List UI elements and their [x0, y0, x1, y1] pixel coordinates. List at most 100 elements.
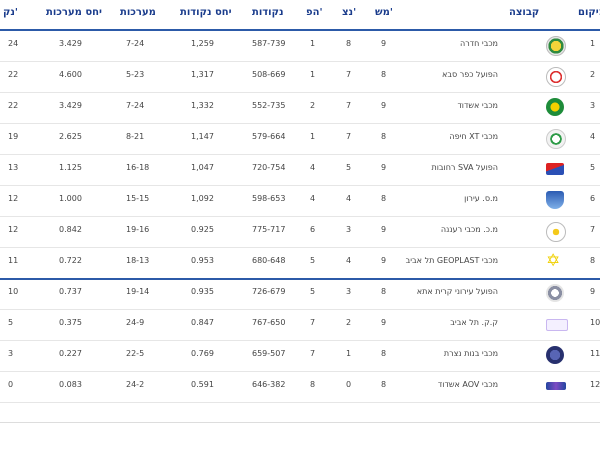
rank-cell: 1 — [590, 39, 596, 48]
rank-cell: 2 — [590, 70, 596, 79]
table-row[interactable]: 24 3.429 7-24 1,259 587-739 1 8 9 מכבי חדרה 1 — [0, 30, 600, 62]
team-logo-icon: ✡ — [546, 251, 561, 271]
table-row[interactable]: 22 4.600 5-23 1,317 508-669 1 7 8 הפועל כפר סבא 2 — [0, 61, 600, 93]
lost-cell: 1 — [310, 39, 316, 48]
table-row[interactable]: 10 0.737 19-14 0.935 726-679 5 3 8 הפועל עירוני … — [0, 278, 600, 310]
team-name[interactable]: מכבי בנות נצרת — [443, 349, 498, 358]
team-name[interactable]: הפועל SVA רחובות — [431, 163, 498, 172]
lost-cell: 2 — [310, 101, 316, 110]
team-logo-icon — [546, 191, 564, 209]
lost-cell: 5 — [310, 256, 316, 265]
won-cell: 5 — [346, 163, 352, 172]
score-cell: 680-648 — [252, 256, 286, 265]
games-ratio-cell: 0.375 — [59, 318, 82, 327]
header-team: קבוצה — [509, 7, 540, 18]
score-cell: 552-735 — [252, 101, 286, 110]
points-ratio-cell: 0.935 — [191, 287, 214, 296]
played-cell: 8 — [381, 132, 387, 141]
games-cell: 18-13 — [126, 256, 150, 265]
score-cell: 775-717 — [252, 225, 286, 234]
team-name[interactable]: הפועל עירוני קרית אתא — [416, 287, 498, 296]
rank-cell: 9 — [590, 287, 596, 296]
points-cell: 10 — [8, 287, 19, 296]
table-row[interactable]: 5 0.375 24-9 0.847 767-650 7 2 9 ק.ק. תל אביב 10 — [0, 309, 600, 341]
header-points-ratio: יחס נקודות — [180, 7, 232, 18]
points-cell: 24 — [8, 39, 19, 48]
score-cell: 720-754 — [252, 163, 286, 172]
points-cell: 13 — [8, 163, 19, 172]
team-name[interactable]: ק.ק. תל אביב — [450, 318, 498, 327]
points-ratio-cell: 0.591 — [191, 380, 214, 389]
won-cell: 7 — [346, 101, 352, 110]
team-name[interactable]: מכבי חדרה — [460, 39, 498, 48]
points-cell: 12 — [8, 225, 19, 234]
games-cell: 5-23 — [126, 70, 145, 79]
table-row[interactable]: 0 0.083 24-2 0.591 646-382 8 0 8 מכבי AOV אשדוד 1… — [0, 371, 600, 403]
team-name[interactable]: מ.ס. עירון — [464, 194, 498, 203]
games-ratio-cell: 4.600 — [59, 70, 82, 79]
rank-cell: 8 — [590, 256, 596, 265]
team-logo-icon — [546, 346, 564, 364]
won-cell: 8 — [346, 39, 352, 48]
lost-cell: 7 — [310, 349, 316, 358]
team-logo-icon — [546, 98, 564, 116]
header-played: מש' — [375, 7, 393, 18]
rank-cell: 10 — [590, 318, 600, 327]
team-logo-icon — [546, 36, 566, 56]
won-cell: 1 — [346, 349, 352, 358]
team-name[interactable]: מכבי GEOPLAST תל אביב — [405, 256, 498, 265]
games-ratio-cell: 3.429 — [59, 39, 82, 48]
rank-cell: 7 — [590, 225, 596, 234]
team-name[interactable]: הפועל כפר סבא — [442, 70, 498, 79]
won-cell: 2 — [346, 318, 352, 327]
team-logo-icon — [546, 163, 564, 175]
won-cell: 3 — [346, 225, 352, 234]
lost-cell: 7 — [310, 318, 316, 327]
table-row[interactable]: 19 2.625 8-21 1,147 579-664 1 7 8 מכבי XT חיפה 4 — [0, 123, 600, 155]
won-cell: 7 — [346, 70, 352, 79]
games-ratio-cell: 1.125 — [59, 163, 82, 172]
header-games-ratio: יחס מערכות — [46, 7, 102, 18]
won-cell: 0 — [346, 380, 352, 389]
played-cell: 9 — [381, 225, 387, 234]
team-name[interactable]: מ.כ. מכבי רעננה — [440, 225, 498, 234]
score-cell: 659-507 — [252, 349, 286, 358]
points-cell: 11 — [8, 256, 19, 265]
rank-cell: 5 — [590, 163, 596, 172]
rank-cell: 4 — [590, 132, 596, 141]
games-ratio-cell: 0.722 — [59, 256, 82, 265]
team-logo-icon — [546, 284, 564, 302]
games-ratio-cell: 0.737 — [59, 287, 82, 296]
played-cell: 9 — [381, 101, 387, 110]
points-ratio-cell: 1,259 — [191, 39, 214, 48]
games-ratio-cell: 3.429 — [59, 101, 82, 110]
team-logo-icon — [546, 222, 566, 242]
team-name[interactable]: מכבי XT חיפה — [449, 132, 498, 141]
table-row[interactable]: 13 1.125 16-18 1,047 720-754 4 5 9 הפועל SVA רחו… — [0, 154, 600, 186]
score-cell: 726-679 — [252, 287, 286, 296]
games-cell: 22-5 — [126, 349, 145, 358]
header-points: נק' — [3, 7, 18, 18]
rank-cell: 6 — [590, 194, 596, 203]
points-ratio-cell: 0.847 — [191, 318, 214, 327]
header-games: מערכות — [120, 7, 156, 18]
lost-cell: 1 — [310, 70, 316, 79]
games-cell: 24-9 — [126, 318, 145, 327]
played-cell: 9 — [381, 318, 387, 327]
table-row[interactable]: 11 0.722 18-13 0.953 680-648 5 4 9 מכבי GEOPLAST… — [0, 247, 600, 280]
table-row[interactable]: 12 0.842 19-16 0.925 775-717 6 3 9 מ.כ. מכבי רענ… — [0, 216, 600, 248]
rank-cell: 12 — [590, 380, 600, 389]
played-cell: 8 — [381, 70, 387, 79]
table-header: נק' יחס מערכות מערכות יחס נקודות נקודות … — [0, 0, 600, 28]
team-name[interactable]: מכבי AOV אשדוד — [437, 380, 498, 389]
points-ratio-cell: 1,047 — [191, 163, 214, 172]
table-row[interactable]: 3 0.227 22-5 0.769 659-507 7 1 8 מכבי בנות נצרת 1… — [0, 340, 600, 372]
score-cell: 598-653 — [252, 194, 286, 203]
score-cell: 579-664 — [252, 132, 286, 141]
header-score: נקודות — [252, 7, 284, 18]
points-cell: 22 — [8, 70, 19, 79]
table-row[interactable]: 12 1.000 15-15 1,092 598-653 4 4 8 מ.ס. עירון 6 — [0, 185, 600, 217]
team-name[interactable]: מכבי אשדוד — [457, 101, 498, 110]
table-row[interactable]: 22 3.429 7-24 1,332 552-735 2 7 9 מכבי אשדוד 3 — [0, 92, 600, 124]
header-rank: מיקום — [578, 7, 600, 18]
